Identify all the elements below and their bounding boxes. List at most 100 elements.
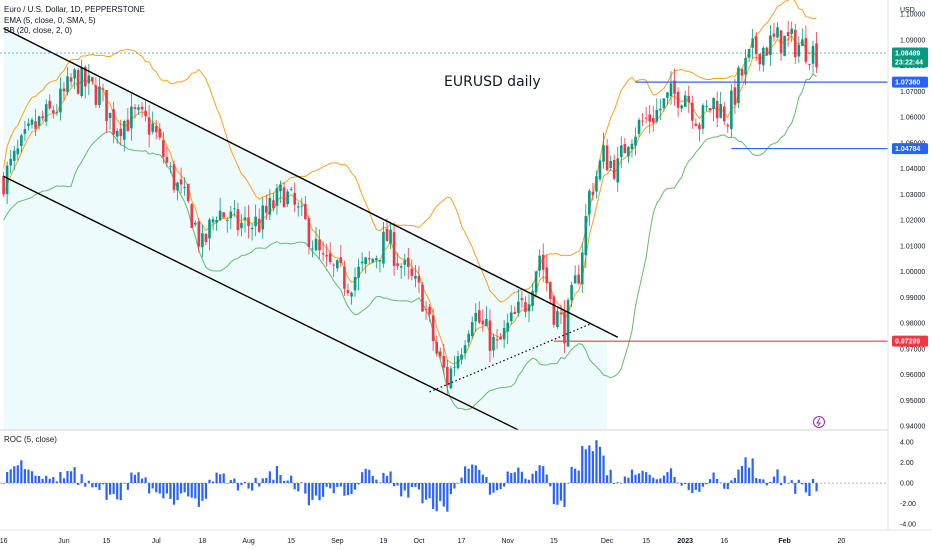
roc-bar xyxy=(481,474,484,484)
roc-bar xyxy=(620,483,623,484)
roc-bar xyxy=(478,469,481,484)
roc-bar xyxy=(556,483,559,505)
time-tick: 16 xyxy=(720,538,728,545)
roc-bar xyxy=(549,483,552,487)
time-tick: 2023 xyxy=(677,538,693,545)
ema xyxy=(3,34,817,365)
candle xyxy=(83,65,87,99)
ema-legend: EMA (5, close, 0, SMA, 5) xyxy=(4,16,96,25)
candle xyxy=(708,108,712,114)
roc-bar xyxy=(282,480,286,484)
candle xyxy=(655,98,659,124)
candle xyxy=(730,83,733,138)
candle xyxy=(186,183,190,203)
time-tick: Oct xyxy=(414,538,425,545)
price-tick: 1.03000 xyxy=(900,192,925,199)
roc-bar xyxy=(80,474,83,484)
candle xyxy=(485,306,488,327)
roc-bar xyxy=(105,483,108,500)
candle xyxy=(328,242,332,265)
candle xyxy=(80,59,83,98)
roc-bar xyxy=(261,478,264,484)
trend-channel xyxy=(3,27,619,431)
candle xyxy=(453,355,456,376)
roc-bar xyxy=(62,478,66,484)
candle xyxy=(321,241,325,261)
candle xyxy=(549,281,552,303)
price-tick: 0.95000 xyxy=(900,398,925,405)
currency-label: USD xyxy=(900,7,915,14)
roc-bar xyxy=(716,478,719,484)
roc-bar xyxy=(588,445,591,484)
candle xyxy=(705,100,708,111)
candle xyxy=(478,301,481,325)
candle xyxy=(680,104,683,113)
alert-icon[interactable] xyxy=(813,416,825,428)
roc-bar xyxy=(645,472,648,484)
roc-bar xyxy=(247,483,250,489)
roc-bar xyxy=(577,470,580,484)
roc-tick: -4.00 xyxy=(900,521,916,528)
roc-bar xyxy=(421,483,424,504)
roc-bar xyxy=(673,477,676,484)
candle xyxy=(101,83,105,102)
candle xyxy=(765,46,769,56)
roc-bar xyxy=(116,483,119,500)
candle xyxy=(367,251,371,265)
candle xyxy=(488,309,492,363)
candle xyxy=(396,252,399,271)
roc-bar xyxy=(20,460,23,484)
candle xyxy=(55,104,59,116)
roc-bar xyxy=(69,471,73,484)
roc-bar xyxy=(176,483,179,500)
price-tick: 1.00000 xyxy=(900,269,925,276)
roc-bar xyxy=(456,482,460,484)
roc-bar xyxy=(140,478,144,484)
chart-annotation: EURUSD daily xyxy=(444,74,541,90)
roc-bar xyxy=(204,483,208,499)
roc-bar xyxy=(779,483,783,486)
candle xyxy=(165,147,169,168)
roc-bar xyxy=(467,468,470,484)
roc-bar xyxy=(226,483,229,484)
time-tick: 15 xyxy=(287,538,295,545)
roc-bar xyxy=(236,483,239,491)
roc-bar xyxy=(464,466,467,484)
time-axis: 16 Jun 15 Jul 18 Aug 15 Sep 19 Oct 17 Nov 15 Dec 15 202… xyxy=(0,538,845,545)
roc-bar xyxy=(811,478,815,484)
roc-tick: 4.00 xyxy=(900,440,914,447)
candle xyxy=(37,115,41,130)
candle xyxy=(289,186,293,192)
candle xyxy=(382,222,385,268)
roc-bar xyxy=(705,483,708,485)
candle xyxy=(776,22,779,38)
candle xyxy=(492,333,495,358)
candle xyxy=(531,282,534,312)
roc-bar xyxy=(187,483,190,497)
candle xyxy=(815,32,818,74)
candle xyxy=(296,202,300,217)
roc-bar xyxy=(691,483,694,493)
candle xyxy=(211,216,215,231)
candle xyxy=(73,67,76,90)
bollinger-bands xyxy=(3,0,817,411)
roc-bar xyxy=(787,483,790,484)
time-tick: Jul xyxy=(152,538,161,545)
candle xyxy=(98,77,101,109)
roc-bar xyxy=(428,483,431,499)
roc-bar xyxy=(655,479,658,484)
roc-bar xyxy=(776,469,779,484)
candle xyxy=(808,63,811,71)
roc-bar xyxy=(765,483,768,486)
roc-bar xyxy=(385,475,389,484)
roc-bar xyxy=(98,483,101,490)
roc-bar xyxy=(637,473,641,484)
roc-bar xyxy=(371,475,374,484)
roc-bar xyxy=(794,483,797,494)
roc-bar xyxy=(662,475,665,484)
candle xyxy=(176,181,179,201)
candle xyxy=(609,155,612,171)
roc-bar xyxy=(13,466,16,484)
roc-bar xyxy=(666,472,669,484)
candle xyxy=(630,139,634,158)
